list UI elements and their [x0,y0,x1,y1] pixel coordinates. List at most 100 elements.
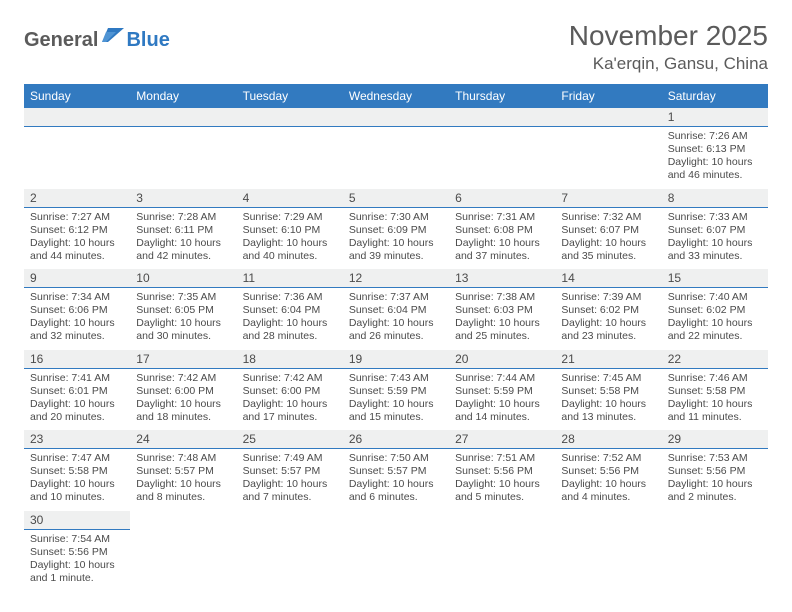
sunrise-text: Sunrise: 7:27 AM [30,211,124,224]
sunset-text: Sunset: 5:58 PM [561,385,655,398]
sunrise-text: Sunrise: 7:39 AM [561,291,655,304]
sunrise-text: Sunrise: 7:45 AM [561,372,655,385]
daynum-row: 2345678 [24,189,768,208]
day-details: Sunrise: 7:52 AMSunset: 5:56 PMDaylight:… [555,449,661,511]
daynum-row: 9101112131415 [24,269,768,288]
day-details: Sunrise: 7:50 AMSunset: 5:57 PMDaylight:… [343,449,449,511]
sunrise-text: Sunrise: 7:53 AM [668,452,762,465]
empty-cell [130,529,236,591]
day-details: Sunrise: 7:34 AMSunset: 6:06 PMDaylight:… [24,288,130,350]
sunrise-text: Sunrise: 7:52 AM [561,452,655,465]
day-number: 7 [555,189,661,208]
day-number: 9 [24,269,130,288]
day-number: 25 [237,430,343,449]
sunrise-text: Sunrise: 7:38 AM [455,291,549,304]
day-number: 30 [24,511,130,530]
day-details: Sunrise: 7:42 AMSunset: 6:00 PMDaylight:… [237,368,343,430]
day-number: 16 [24,350,130,369]
daylight-text: Daylight: 10 hours and 39 minutes. [349,237,443,263]
daylight-text: Daylight: 10 hours and 8 minutes. [136,478,230,504]
daylight-text: Daylight: 10 hours and 15 minutes. [349,398,443,424]
col-header: Saturday [662,84,768,108]
day-details: Sunrise: 7:47 AMSunset: 5:58 PMDaylight:… [24,449,130,511]
logo: General Blue [24,20,170,53]
sunrise-text: Sunrise: 7:49 AM [243,452,337,465]
empty-cell [343,529,449,591]
daylight-text: Daylight: 10 hours and 25 minutes. [455,317,549,343]
sunset-text: Sunset: 6:13 PM [668,143,762,156]
daynum-row: 30 [24,511,768,530]
daylight-text: Daylight: 10 hours and 42 minutes. [136,237,230,263]
day-details: Sunrise: 7:41 AMSunset: 6:01 PMDaylight:… [24,368,130,430]
day-number: 17 [130,350,236,369]
day-details: Sunrise: 7:45 AMSunset: 5:58 PMDaylight:… [555,368,661,430]
day-details: Sunrise: 7:53 AMSunset: 5:56 PMDaylight:… [662,449,768,511]
empty-cell [449,127,555,189]
day-details: Sunrise: 7:32 AMSunset: 6:07 PMDaylight:… [555,207,661,269]
sunrise-text: Sunrise: 7:28 AM [136,211,230,224]
daynum-row: 16171819202122 [24,350,768,369]
sunrise-text: Sunrise: 7:40 AM [668,291,762,304]
sunset-text: Sunset: 5:59 PM [349,385,443,398]
empty-cell [237,529,343,591]
day-details: Sunrise: 7:31 AMSunset: 6:08 PMDaylight:… [449,207,555,269]
details-row: Sunrise: 7:54 AMSunset: 5:56 PMDaylight:… [24,529,768,591]
daylight-text: Daylight: 10 hours and 35 minutes. [561,237,655,263]
day-details: Sunrise: 7:36 AMSunset: 6:04 PMDaylight:… [237,288,343,350]
day-details: Sunrise: 7:33 AMSunset: 6:07 PMDaylight:… [662,207,768,269]
sunrise-text: Sunrise: 7:30 AM [349,211,443,224]
logo-text-b: Blue [126,29,169,52]
day-number: 18 [237,350,343,369]
day-details: Sunrise: 7:44 AMSunset: 5:59 PMDaylight:… [449,368,555,430]
sunset-text: Sunset: 5:58 PM [668,385,762,398]
day-number: 14 [555,269,661,288]
details-row: Sunrise: 7:34 AMSunset: 6:06 PMDaylight:… [24,288,768,350]
day-details: Sunrise: 7:43 AMSunset: 5:59 PMDaylight:… [343,368,449,430]
sunrise-text: Sunrise: 7:48 AM [136,452,230,465]
empty-cell [555,529,661,591]
details-row: Sunrise: 7:26 AMSunset: 6:13 PMDaylight:… [24,127,768,189]
sunrise-text: Sunrise: 7:32 AM [561,211,655,224]
day-number: 3 [130,189,236,208]
sunrise-text: Sunrise: 7:44 AM [455,372,549,385]
daylight-text: Daylight: 10 hours and 26 minutes. [349,317,443,343]
empty-cell [555,511,661,530]
empty-cell [24,108,130,127]
daylight-text: Daylight: 10 hours and 28 minutes. [243,317,337,343]
empty-cell [555,108,661,127]
daylight-text: Daylight: 10 hours and 11 minutes. [668,398,762,424]
empty-cell [343,127,449,189]
calendar-table: Sunday Monday Tuesday Wednesday Thursday… [24,84,768,591]
day-details: Sunrise: 7:30 AMSunset: 6:09 PMDaylight:… [343,207,449,269]
day-number: 26 [343,430,449,449]
day-details: Sunrise: 7:39 AMSunset: 6:02 PMDaylight:… [555,288,661,350]
day-details: Sunrise: 7:27 AMSunset: 6:12 PMDaylight:… [24,207,130,269]
sunset-text: Sunset: 6:06 PM [30,304,124,317]
weekday-header-row: Sunday Monday Tuesday Wednesday Thursday… [24,84,768,108]
empty-cell [237,108,343,127]
day-number: 4 [237,189,343,208]
sunrise-text: Sunrise: 7:33 AM [668,211,762,224]
sunset-text: Sunset: 6:01 PM [30,385,124,398]
sunrise-text: Sunrise: 7:43 AM [349,372,443,385]
sunset-text: Sunset: 6:09 PM [349,224,443,237]
empty-cell [130,127,236,189]
day-details: Sunrise: 7:29 AMSunset: 6:10 PMDaylight:… [237,207,343,269]
daylight-text: Daylight: 10 hours and 46 minutes. [668,156,762,182]
col-header: Monday [130,84,236,108]
day-number: 6 [449,189,555,208]
sunrise-text: Sunrise: 7:46 AM [668,372,762,385]
sunset-text: Sunset: 5:56 PM [455,465,549,478]
empty-cell [343,108,449,127]
daylight-text: Daylight: 10 hours and 13 minutes. [561,398,655,424]
day-number: 13 [449,269,555,288]
sunset-text: Sunset: 6:04 PM [349,304,443,317]
empty-cell [449,108,555,127]
sunrise-text: Sunrise: 7:47 AM [30,452,124,465]
sunset-text: Sunset: 6:08 PM [455,224,549,237]
day-details: Sunrise: 7:48 AMSunset: 5:57 PMDaylight:… [130,449,236,511]
day-details: Sunrise: 7:35 AMSunset: 6:05 PMDaylight:… [130,288,236,350]
daylight-text: Daylight: 10 hours and 2 minutes. [668,478,762,504]
empty-cell [449,511,555,530]
daylight-text: Daylight: 10 hours and 40 minutes. [243,237,337,263]
